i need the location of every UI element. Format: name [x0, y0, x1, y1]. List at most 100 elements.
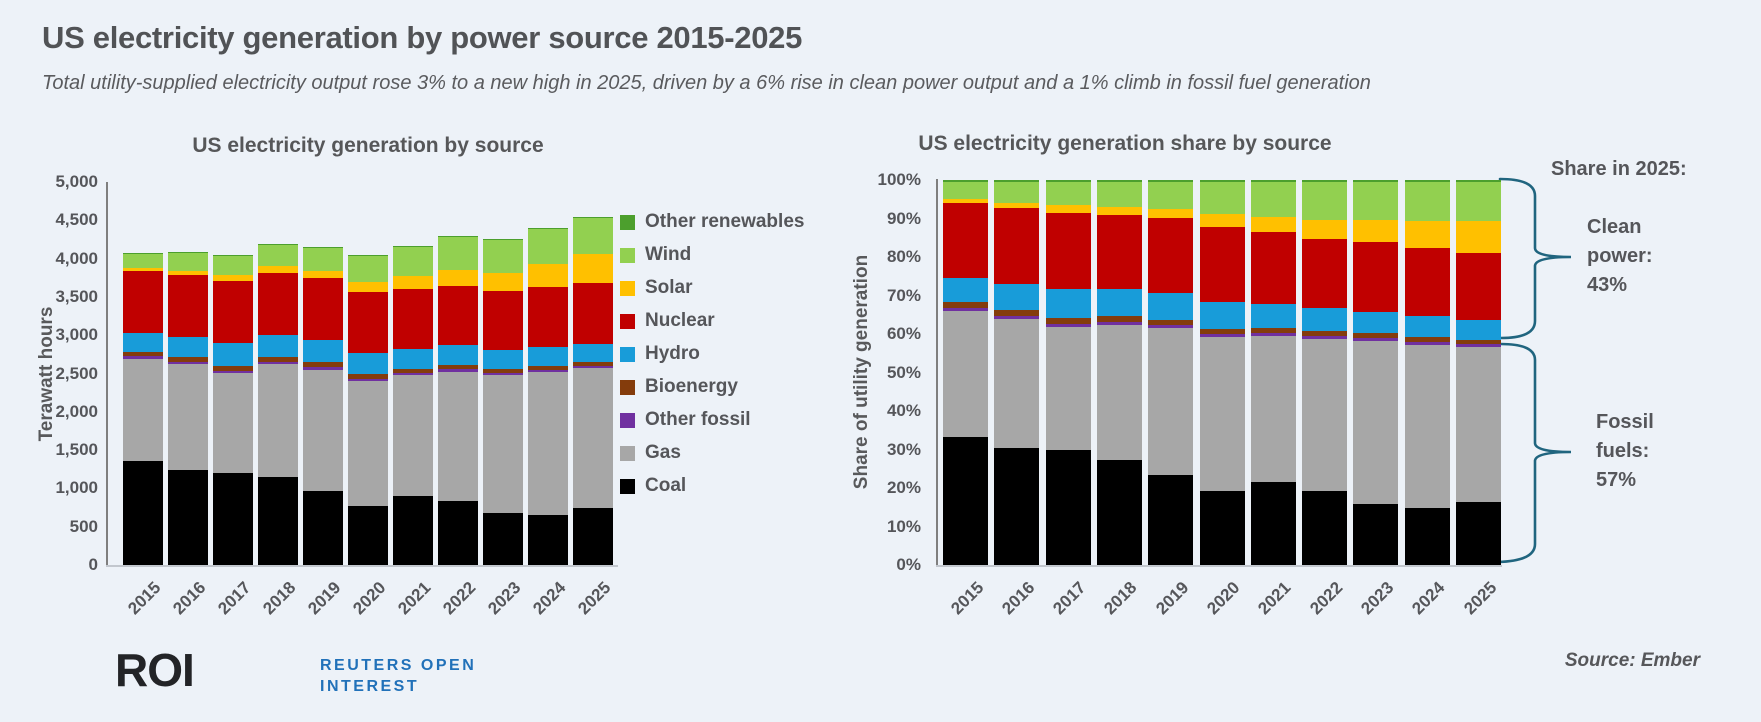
generation-bar-segment-hydro — [573, 343, 613, 362]
generation-bar-segment-nuclear — [573, 283, 613, 344]
clean-power-callout: Clean power: 43% — [1587, 213, 1653, 300]
generation-bar-segment-other-renewables — [213, 254, 253, 256]
right-chart-y-axis-line — [936, 179, 938, 567]
share-bar-segment-solar — [1096, 206, 1142, 215]
share-x-axis-label: 2020 — [1203, 578, 1244, 619]
generation-bar-segment-gas — [393, 375, 433, 497]
share-bar-segment-nuclear — [1404, 247, 1450, 317]
share-bar-segment-wind — [1302, 181, 1348, 221]
generation-bar-segment-coal — [573, 508, 613, 565]
legend-item-other-renewables: Other renewables — [620, 211, 804, 233]
generation-bar-segment-nuclear — [483, 291, 523, 351]
legend-swatch-icon — [620, 313, 635, 329]
generation-y-tick-label: 3,000 — [55, 325, 98, 345]
share-bar-segment-other-fossil — [1199, 334, 1245, 338]
share-x-axis-label: 2025 — [1459, 578, 1500, 619]
generation-bar-segment-bioenergy — [258, 357, 298, 362]
generation-bar-segment-bioenergy — [438, 365, 478, 370]
generation-bar-segment-other-renewables — [168, 251, 208, 254]
generation-bar-segment-other-renewables — [483, 238, 523, 241]
share-y-tick-label: 10% — [886, 516, 921, 536]
share-bar-segment-nuclear — [1045, 212, 1091, 290]
generation-x-axis-label: 2023 — [484, 578, 525, 619]
generation-x-axis-label: 2017 — [214, 578, 255, 619]
generation-bar-segment-gas — [528, 372, 568, 515]
legend-label: Coal — [645, 475, 687, 496]
right-chart-title: US electricity generation share by sourc… — [918, 132, 1332, 155]
fossil-fuels-line1: Fossil — [1596, 411, 1654, 433]
legend-item-gas: Gas — [620, 442, 681, 464]
generation-bar-segment-solar — [123, 268, 163, 272]
share-bar-segment-coal — [1353, 503, 1399, 565]
share-bar-segment-other-renewables — [943, 180, 988, 182]
share-bar-segment-coal — [994, 448, 1040, 565]
generation-bar-segment-solar — [303, 270, 343, 279]
share-bar-segment-bioenergy — [943, 301, 988, 308]
share-x-axis-label: 2017 — [1049, 578, 1090, 619]
share-x-axis-label: 2021 — [1254, 578, 1295, 619]
legend-item-bioenergy: Bioenergy — [620, 376, 738, 398]
generation-bar-segment-hydro — [393, 348, 433, 369]
left-chart-y-axis-line — [106, 182, 108, 567]
fossil-fuels-line2: fuels: — [1596, 440, 1650, 462]
share-y-tick-label: 100% — [877, 170, 921, 189]
share-bar-segment-nuclear — [1302, 238, 1348, 308]
share-bar-segment-gas — [943, 311, 988, 438]
generation-bar-segment-bioenergy — [483, 368, 523, 373]
generation-x-axis-label: 2022 — [439, 578, 480, 619]
share-y-tick-label: 30% — [886, 439, 921, 459]
legend-swatch-icon — [620, 445, 635, 461]
legend-item-coal: Coal — [620, 475, 686, 497]
generation-bar-segment-bioenergy — [573, 362, 613, 366]
generation-bar-segment-other-fossil — [393, 372, 433, 376]
share-bar-segment-solar — [1250, 216, 1296, 232]
share-bar-segment-nuclear — [1353, 241, 1399, 312]
share-bar-segment-wind — [1096, 181, 1142, 207]
fossil-fuels-value: 57% — [1596, 469, 1637, 491]
share-bar-segment-wind — [1148, 181, 1194, 209]
share-bar-segment-bioenergy — [1045, 317, 1091, 324]
share-bar-segment-wind — [1404, 181, 1450, 222]
generation-bar-segment-other-fossil — [123, 356, 163, 360]
share-bar-segment-wind — [1456, 181, 1501, 221]
generation-bar-segment-other-fossil — [528, 369, 568, 373]
share-bar-segment-coal — [1302, 490, 1348, 565]
legend-label: Wind — [645, 244, 692, 265]
share-bar-segment-coal — [943, 437, 988, 565]
generation-bar-segment-other-renewables — [258, 244, 298, 246]
generation-bar-segment-other-fossil — [483, 372, 523, 376]
generation-bar-segment-wind — [528, 229, 568, 265]
share-bar-segment-nuclear — [994, 208, 1040, 285]
share-bar-segment-other-renewables — [1353, 180, 1399, 182]
generation-bar-segment-other-renewables — [348, 254, 388, 257]
share-bar-segment-solar — [1353, 220, 1399, 242]
generation-bar-segment-wind — [123, 253, 163, 269]
share-x-axis-label: 2024 — [1408, 578, 1449, 619]
legend-label: Hydro — [645, 343, 700, 364]
legend-swatch-icon — [620, 379, 635, 395]
share-bar-segment-other-fossil — [1045, 323, 1091, 328]
clean-power-brace — [1498, 177, 1572, 340]
generation-bar-segment-coal — [528, 514, 568, 565]
share-bar-segment-gas — [1199, 337, 1245, 492]
generation-bar-segment-solar — [258, 266, 298, 273]
generation-bar-segment-other-renewables — [303, 246, 343, 249]
generation-bar-segment-nuclear — [393, 289, 433, 349]
share-bar-segment-nuclear — [1096, 214, 1142, 289]
share-bar-segment-hydro — [1404, 316, 1450, 338]
generation-bar-segment-wind — [168, 253, 208, 271]
generation-x-axis-label: 2024 — [529, 578, 570, 619]
share-bar-segment-hydro — [1250, 303, 1296, 328]
clean-power-value: 43% — [1587, 274, 1628, 296]
share-bar-segment-gas — [1456, 347, 1501, 503]
generation-bar-segment-solar — [528, 264, 568, 288]
generation-x-axis-label: 2025 — [574, 578, 615, 619]
share-bar-segment-other-fossil — [1302, 336, 1348, 340]
generation-bar-segment-other-fossil — [258, 361, 298, 365]
generation-bar-segment-bioenergy — [303, 362, 343, 367]
generation-bar-segment-other-fossil — [438, 369, 478, 372]
generation-bar-segment-wind — [573, 218, 613, 255]
fossil-fuels-brace — [1496, 342, 1572, 564]
legend-label: Gas — [645, 442, 681, 463]
